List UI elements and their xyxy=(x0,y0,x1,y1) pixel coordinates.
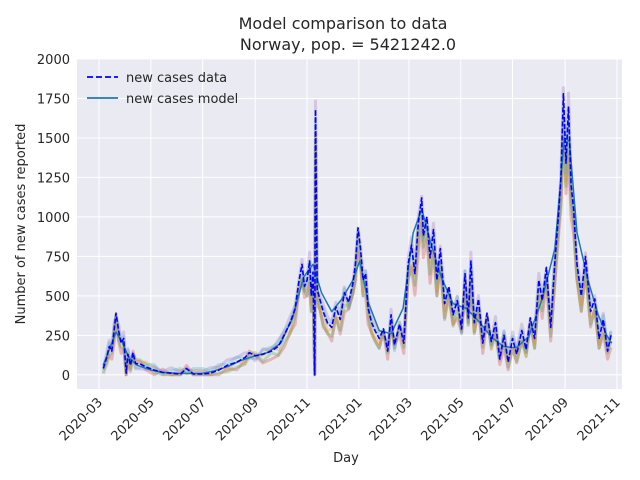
x-tick-label: 2020-11 xyxy=(265,395,314,444)
y-tick-label: 1000 xyxy=(37,211,70,226)
x-tick-label: 2021-09 xyxy=(523,395,572,444)
x-tick-label: 2020-09 xyxy=(213,395,262,444)
y-tick-label: 1250 xyxy=(37,171,70,186)
x-tick-label: 2021-07 xyxy=(470,395,519,444)
y-tick-label: 500 xyxy=(45,290,70,305)
y-tick-label: 0 xyxy=(62,369,70,384)
x-tick-label: 2020-07 xyxy=(160,395,209,444)
legend-label-data: new cases data xyxy=(126,71,227,86)
x-tick-label: 2020-05 xyxy=(109,395,158,444)
legend-label-model: new cases model xyxy=(126,92,238,107)
x-tick-label: 2021-05 xyxy=(419,395,468,444)
x-tick-label: 2021-11 xyxy=(575,395,624,444)
x-axis-label: Day xyxy=(333,451,359,466)
chart-subtitle: Norway, pop. = 5421242.0 xyxy=(240,35,456,54)
y-tick-label: 750 xyxy=(45,250,70,265)
y-tick-label: 2000 xyxy=(37,53,70,68)
x-tick-label: 2021-03 xyxy=(367,395,416,444)
y-tick-label: 1500 xyxy=(37,132,70,147)
legend: new cases data new cases model xyxy=(87,71,238,107)
chart-title: Model comparison to data xyxy=(239,14,448,33)
series-line-data xyxy=(102,92,612,376)
x-tick-label: 2020-03 xyxy=(57,395,106,444)
model-band-line xyxy=(102,134,613,377)
y-tick-label: 250 xyxy=(45,329,70,344)
y-tick-label: 1750 xyxy=(37,92,70,107)
x-tick-label: 2021-01 xyxy=(317,395,366,444)
y-axis-label: Number of new cases reported xyxy=(14,124,29,325)
series-layer xyxy=(102,92,613,376)
plot-area xyxy=(77,59,622,389)
grid-lines xyxy=(77,58,622,389)
